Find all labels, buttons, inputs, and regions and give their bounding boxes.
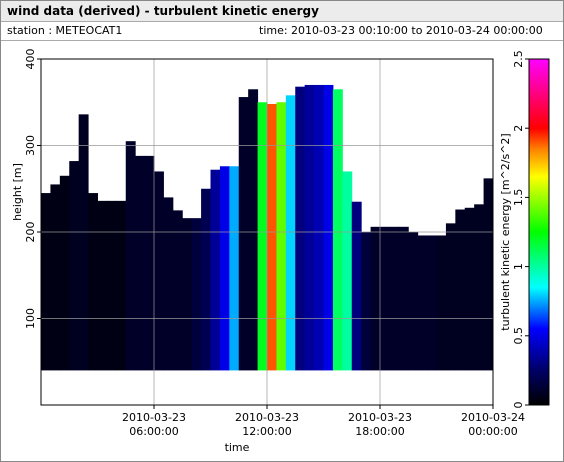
heat-cell — [295, 86, 306, 371]
heat-cell — [417, 235, 428, 371]
y-tick-label: 400 — [24, 49, 37, 70]
chart: 100 200 300 400 2010-03-23 06:00:00 2010-03-23… — [11, 49, 550, 454]
heat-cell — [248, 89, 259, 371]
heat-cell — [182, 218, 193, 371]
heat-cell — [380, 226, 390, 371]
heat-cell — [201, 188, 211, 371]
colorbar — [528, 58, 550, 406]
heat-cell — [408, 232, 419, 371]
y-tick-label: 200 — [24, 222, 37, 243]
time-range: time: 2010-03-23 00:10:00 to 2010-03-24 … — [259, 24, 543, 37]
heat-cell — [464, 207, 475, 371]
colorbar-label: turbulent kinetic energy [m^2/s^2] — [499, 133, 512, 330]
info-bar: station : METEOCAT1 time: 2010-03-23 00:… — [1, 22, 563, 41]
heat-cell — [229, 166, 240, 371]
heat-cell — [427, 235, 437, 371]
heat-cell — [398, 226, 409, 371]
heat-cell — [332, 89, 343, 371]
heat-cell — [314, 84, 324, 371]
heat-cell — [88, 193, 98, 371]
heat-cell — [361, 232, 372, 371]
heat-cell — [285, 95, 296, 371]
x-tick-label: 2010-03-23 06:00:00 — [122, 411, 186, 438]
y-tick-label: 300 — [24, 135, 37, 156]
heat-cell — [445, 223, 456, 371]
heat-cell — [78, 114, 89, 371]
station: station : METEOCAT1 — [7, 24, 123, 37]
colorbar-tick-label: 1 — [512, 263, 525, 270]
heat-cell — [69, 161, 80, 371]
heat-cell — [219, 166, 230, 371]
heat-cell — [389, 226, 400, 371]
heat-cell — [50, 184, 61, 371]
heat-cell — [276, 102, 287, 371]
heat-cell — [455, 209, 466, 371]
heat-cell — [483, 178, 494, 371]
x-tick-label: 2010-03-23 12:00:00 — [235, 411, 299, 438]
x-axis-label: time — [225, 441, 250, 454]
colorbar-tick-label: 2 — [512, 125, 525, 132]
heat-cell — [370, 226, 381, 371]
heat-cell — [154, 171, 164, 371]
heat-cell — [41, 193, 51, 371]
heat-cell — [191, 218, 202, 371]
heat-cell — [238, 97, 249, 371]
heat-cell — [323, 84, 334, 371]
heat-cell — [342, 171, 353, 371]
x-tick-label: 2010-03-23 18:00:00 — [348, 411, 412, 438]
colorbar-tick-label: 0 — [512, 402, 525, 409]
heat-cell — [116, 200, 127, 371]
x-tick-label: 2010-03-24 00:00:00 — [461, 411, 525, 438]
y-axis-label: height [m] — [11, 163, 24, 221]
heat-cell — [172, 210, 183, 371]
heat-cell — [257, 102, 268, 371]
heat-cell — [210, 169, 221, 371]
heat-cell — [135, 155, 146, 371]
heat-cell — [351, 201, 362, 371]
y-tick-label: 100 — [24, 308, 37, 329]
colorbar-tick-label: 2.5 — [512, 50, 525, 68]
heat-cell — [59, 175, 70, 371]
heat-cell — [304, 84, 315, 371]
heat-cell — [163, 197, 174, 371]
heat-cell — [474, 204, 485, 371]
heat-cell — [125, 141, 136, 371]
heat-cell — [267, 103, 277, 371]
heat-cell — [106, 200, 117, 371]
colorbar-tick-label: 1.5 — [512, 189, 525, 207]
colorbar-tick-label: 0.5 — [512, 327, 525, 345]
heat-cell — [97, 200, 108, 371]
title-bar: wind data (derived) - turbulent kinetic … — [1, 1, 563, 22]
heat-cell — [144, 155, 155, 371]
heat-cell — [436, 235, 447, 371]
